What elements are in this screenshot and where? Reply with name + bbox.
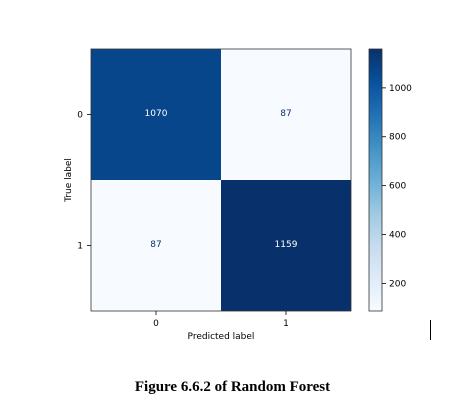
colorbar	[368, 48, 383, 312]
heatmap-cells	[91, 49, 351, 311]
colorbar-tick-label: 1000	[389, 84, 412, 94]
heatmap-cell	[91, 49, 221, 180]
heatmap-cell	[221, 180, 351, 311]
x-tick-label: 1	[283, 319, 289, 329]
cell-value-label: 1070	[145, 109, 168, 119]
x-tick-label: 0	[153, 319, 159, 329]
colorbar-tick-label: 400	[389, 231, 406, 241]
y-axis-ticks: 01	[77, 111, 91, 252]
y-axis-label: True label	[64, 158, 74, 203]
cell-value-label: 1159	[275, 240, 298, 250]
colorbar-ticks: 200 400 600 800 1000	[382, 84, 412, 289]
heatmap-cell	[91, 180, 221, 311]
colorbar-tick-label: 200	[389, 279, 406, 289]
cell-value-label: 87	[150, 240, 161, 250]
cell-value-label: 87	[280, 109, 291, 119]
y-tick-label: 0	[77, 111, 83, 121]
colorbar-tick-label: 600	[389, 182, 406, 192]
heatmap-cell	[221, 49, 351, 180]
figure-caption: Figure 6.6.2 of Random Forest	[134, 379, 331, 395]
plot-frame	[90, 48, 352, 312]
x-axis-label: Predicted label	[188, 332, 255, 342]
cell-value-labels: 1070 87 87 1159	[145, 109, 298, 250]
text-cursor	[430, 320, 431, 340]
y-tick-label: 1	[77, 242, 83, 252]
colorbar-tick-label: 800	[389, 133, 406, 143]
